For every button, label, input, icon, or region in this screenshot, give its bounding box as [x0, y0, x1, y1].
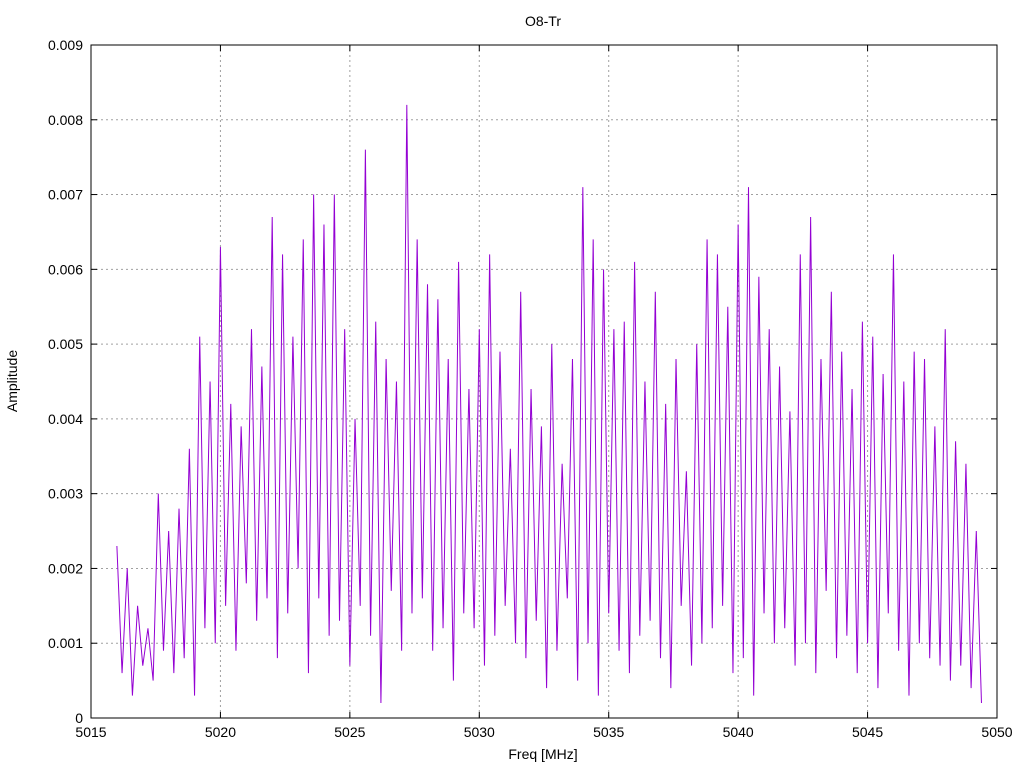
x-tick-label: 5045: [852, 724, 883, 740]
y-tick-label: 0.008: [48, 112, 83, 128]
y-tick-label: 0.006: [48, 261, 83, 277]
plot-frame: [90, 44, 998, 719]
y-axis: 0 0.001 0.002 0.003 0.004 0.005 0.006 0.007 0.00…: [48, 37, 997, 726]
series-group: [116, 104, 982, 704]
x-tick-label: 5050: [981, 724, 1012, 740]
y-tick-label: 0.009: [48, 37, 83, 53]
y-tick-label: 0: [75, 710, 83, 726]
x-tick-label: 5030: [464, 724, 495, 740]
series-line: [116, 104, 982, 704]
y-tick-label: 0.005: [48, 336, 83, 352]
x-tick-label: 5020: [205, 724, 236, 740]
y-tick-label: 0.001: [48, 635, 83, 651]
x-axis: 5015 5020 5025 5030 5035 5040 5045 5050: [75, 45, 1013, 740]
x-tick-label: 5015: [75, 724, 106, 740]
x-tick-label: 5025: [334, 724, 365, 740]
x-tick-label: 5035: [593, 724, 624, 740]
y-tick-label: 0.003: [48, 486, 83, 502]
y-tick-label: 0.007: [48, 187, 83, 203]
chart-title: O8-Tr: [525, 13, 561, 29]
x-tick-label: 5040: [723, 724, 754, 740]
y-tick-label: 0.002: [48, 560, 83, 576]
y-tick-label: 0.004: [48, 411, 83, 427]
x-axis-label: Freq [MHz]: [508, 746, 577, 762]
y-axis-label: Amplitude: [4, 350, 20, 412]
